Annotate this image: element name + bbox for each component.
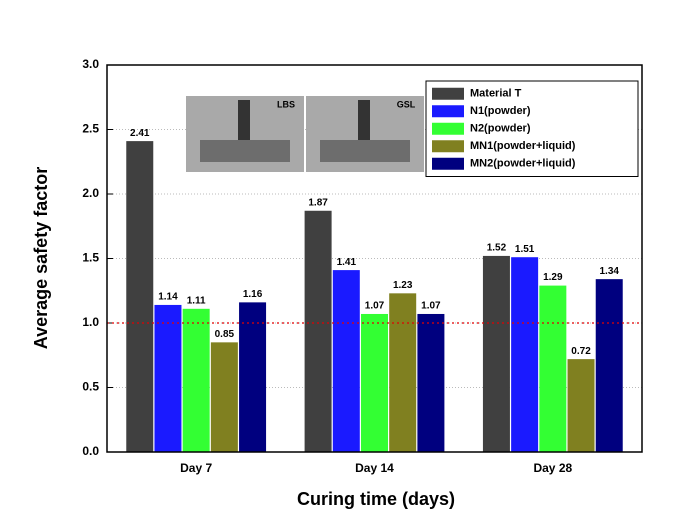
- inset-photo: [186, 96, 424, 172]
- bar: [389, 293, 417, 452]
- bar: [595, 279, 623, 452]
- data-label: 1.07: [421, 301, 441, 312]
- x-axis-label: Curing time (days): [297, 489, 455, 509]
- bar: [567, 359, 595, 452]
- y-tick-label: 0.0: [82, 444, 99, 458]
- data-label: 0.85: [215, 329, 235, 340]
- photo-fixture: [200, 140, 290, 162]
- data-label: 1.11: [187, 295, 206, 306]
- data-label: 1.23: [393, 280, 413, 291]
- y-tick-label: 1.0: [82, 315, 99, 329]
- data-label: 0.72: [571, 346, 591, 357]
- legend-label: MN2(powder+liquid): [470, 158, 576, 170]
- y-axis-label: Average safety factor: [31, 167, 51, 349]
- data-label: 1.51: [515, 244, 535, 255]
- data-label: 1.29: [543, 272, 563, 283]
- data-label: 1.07: [365, 301, 385, 312]
- legend-swatch: [432, 122, 464, 135]
- legend-label: N1(powder): [470, 105, 531, 117]
- data-label: 1.41: [337, 257, 357, 268]
- data-label: 2.41: [130, 128, 150, 139]
- bar: [154, 304, 182, 452]
- y-tick-label: 3.0: [82, 57, 99, 71]
- bar: [304, 210, 332, 452]
- x-tick-label: Day 7: [180, 461, 212, 475]
- legend-label: MN1(powder+liquid): [470, 140, 576, 152]
- data-label: 1.14: [158, 292, 178, 303]
- y-tick-label: 2.0: [82, 186, 99, 200]
- legend-swatch: [432, 105, 464, 118]
- photo-piston: [238, 100, 250, 140]
- legend-label: N2(powder): [470, 123, 531, 135]
- photo-fixture: [320, 140, 410, 162]
- legend-swatch: [432, 87, 464, 100]
- bar: [482, 255, 510, 452]
- bar: [239, 302, 267, 452]
- legend-swatch: [432, 140, 464, 153]
- y-tick-label: 1.5: [82, 251, 99, 265]
- bar: [126, 141, 154, 453]
- bar: [417, 313, 445, 452]
- annotation: GSL: [397, 99, 416, 109]
- data-label: 1.52: [487, 243, 507, 254]
- legend-label: Material T: [470, 88, 522, 100]
- bar: [361, 313, 388, 452]
- data-label: 1.34: [599, 266, 619, 277]
- bar: [182, 308, 210, 452]
- y-tick-label: 0.5: [82, 380, 99, 394]
- bar: [539, 285, 567, 452]
- bar: [332, 270, 360, 452]
- bar: [511, 257, 539, 452]
- y-tick-label: 2.5: [82, 122, 99, 136]
- data-label: 1.16: [243, 289, 263, 300]
- data-label: 1.87: [308, 197, 328, 208]
- photo-piston: [358, 100, 370, 140]
- legend-swatch: [432, 157, 464, 170]
- x-tick-label: Day 14: [355, 461, 394, 475]
- plot-frame: [106, 64, 643, 453]
- bar: [210, 342, 238, 452]
- annotation: LBS: [277, 99, 295, 109]
- x-tick-label: Day 28: [533, 461, 572, 475]
